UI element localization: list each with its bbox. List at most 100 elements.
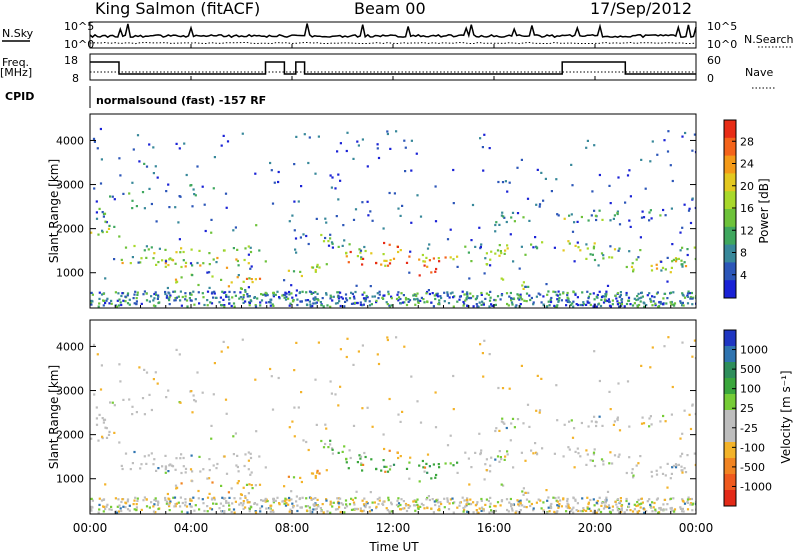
heatmap-cell [616, 498, 620, 501]
heatmap-cell [565, 299, 568, 302]
heatmap-cell [309, 305, 312, 308]
heatmap-cell [212, 393, 215, 396]
heatmap-cell [361, 499, 364, 502]
velocity-panel-frame [89, 319, 697, 515]
heatmap-cell [592, 247, 595, 250]
heatmap-cell [98, 413, 101, 416]
heatmap-cell [464, 245, 467, 248]
heatmap-cell [118, 157, 121, 160]
heatmap-cell [433, 500, 436, 503]
heatmap-cell [399, 503, 402, 507]
heatmap-cell [293, 200, 296, 203]
xtick-label: 12:00 [376, 521, 411, 535]
heatmap-cell [292, 506, 295, 509]
heatmap-cell [223, 249, 226, 252]
heatmap-cell [452, 408, 455, 411]
heatmap-cell [304, 505, 307, 508]
heatmap-cell [247, 262, 250, 265]
heatmap-cell [312, 302, 315, 305]
heatmap-cell [519, 501, 522, 504]
heatmap-cell [192, 496, 195, 499]
heatmap-cell [489, 464, 492, 467]
heatmap-cell [364, 504, 368, 507]
heatmap-cell [319, 301, 322, 304]
heatmap-cell [352, 501, 356, 504]
heatmap-cell [155, 220, 158, 223]
heatmap-cell [600, 458, 604, 461]
heatmap-cell [595, 218, 598, 222]
heatmap-cell [614, 500, 617, 503]
heatmap-cell [184, 498, 187, 501]
heatmap-cell [416, 297, 419, 300]
heatmap-cell [204, 229, 207, 233]
heatmap-cell [637, 256, 640, 259]
heatmap-cell [345, 503, 348, 506]
heatmap-cell [522, 216, 525, 219]
heatmap-cell [120, 303, 123, 307]
heatmap-cell [524, 253, 527, 256]
heatmap-cell [168, 206, 171, 209]
heatmap-cell [202, 296, 205, 299]
heatmap-cell [557, 496, 560, 499]
heatmap-cell [655, 263, 658, 266]
heatmap-cell [518, 298, 521, 301]
heatmap-cell [191, 470, 194, 473]
heatmap-cell [300, 391, 303, 394]
heatmap-cell [694, 206, 696, 210]
heatmap-cell [446, 294, 449, 297]
heatmap-cell [373, 295, 376, 298]
freq-unit: [MHz] [0, 66, 33, 79]
heatmap-cell [404, 502, 408, 506]
heatmap-cell [464, 451, 467, 454]
heatmap-cell [532, 507, 535, 510]
heatmap-cell [361, 293, 364, 296]
heatmap-cell [557, 290, 560, 293]
heatmap-cell [383, 241, 386, 245]
heatmap-cell [330, 186, 333, 189]
heatmap-cell [277, 376, 280, 380]
heatmap-cell [156, 297, 159, 300]
heatmap-cell [191, 480, 194, 483]
colorbar-swatch [724, 330, 736, 347]
heatmap-cell [104, 426, 107, 429]
ytick-label: 3000 [56, 385, 84, 398]
heatmap-cell [478, 301, 481, 304]
heatmap-cell [100, 293, 104, 296]
heatmap-cell [220, 484, 223, 487]
heatmap-cell [579, 509, 582, 513]
heatmap-cell [586, 290, 589, 293]
heatmap-cell [498, 429, 501, 432]
colorbar-tick-label: 28 [740, 135, 754, 148]
heatmap-cell [388, 305, 391, 308]
heatmap-cell [105, 299, 108, 302]
heatmap-cell [134, 290, 137, 293]
heatmap-cell [593, 448, 596, 451]
heatmap-cell [681, 498, 684, 501]
heatmap-cell [669, 271, 672, 274]
heatmap-cell [549, 300, 553, 304]
heatmap-cell [164, 471, 167, 474]
heatmap-cell [512, 260, 515, 263]
heatmap-cell [620, 304, 623, 307]
heatmap-cell [220, 144, 223, 147]
heatmap-cell [464, 505, 467, 508]
heatmap-cell [95, 423, 99, 426]
heatmap-cell [168, 502, 171, 505]
heatmap-cell [520, 245, 523, 248]
heatmap-cell [184, 292, 187, 295]
heatmap-cell [390, 304, 393, 307]
heatmap-cell [331, 176, 334, 179]
heatmap-cell [518, 511, 521, 514]
heatmap-cell [418, 464, 421, 467]
heatmap-cell [426, 300, 429, 304]
heatmap-cell [359, 303, 362, 306]
heatmap-cell [325, 499, 328, 502]
heatmap-cell [157, 261, 160, 264]
heatmap-cell [293, 163, 296, 166]
heatmap-cell [494, 252, 497, 255]
heatmap-cell [316, 471, 319, 474]
heatmap-cell [545, 489, 548, 492]
heatmap-cell [339, 291, 342, 294]
heatmap-cell [118, 298, 121, 301]
heatmap-cell [329, 443, 332, 446]
